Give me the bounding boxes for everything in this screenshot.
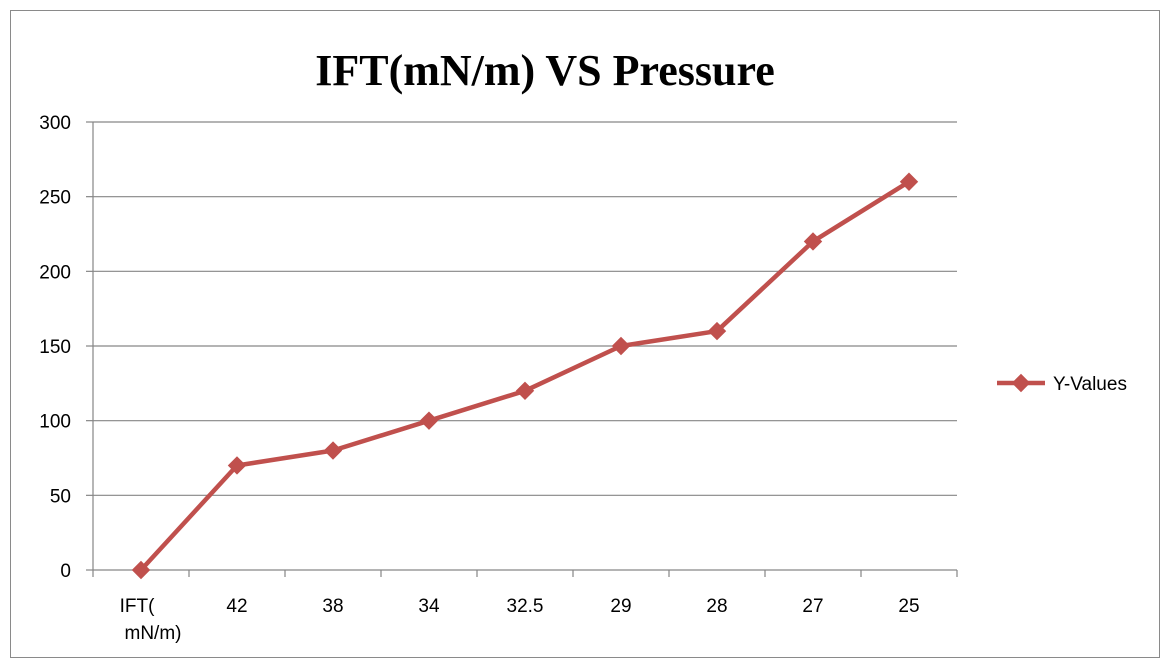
chart-frame — [10, 10, 1160, 658]
data-point — [707, 321, 727, 341]
x-tick-label: 34 — [418, 596, 440, 617]
y-axis-tick-labels: 0 50 100 150 200 250 300 — [39, 113, 71, 582]
x-tick-label: 38 — [322, 596, 343, 617]
chart-title: IFT(mN/m) VS Pressure — [315, 46, 775, 95]
legend-marker — [1011, 373, 1031, 393]
x-tick-label: 29 — [610, 596, 631, 617]
gridlines — [93, 121, 957, 496]
y-tick-label: 100 — [39, 412, 71, 433]
data-point — [803, 232, 823, 251]
data-point — [611, 336, 631, 356]
x-axis-tick-labels: IFT(mN/m) 42 38 34 32.5 29 28 27 25 — [120, 596, 920, 644]
x-tick-label: 42 — [226, 596, 247, 617]
legend: Y-Values — [997, 373, 1127, 395]
y-tick-label: 150 — [39, 337, 71, 358]
legend-label: Y-Values — [1053, 374, 1127, 395]
y-tick-label: 200 — [39, 262, 71, 283]
y-tick-label: 0 — [60, 561, 71, 582]
axes — [86, 121, 958, 577]
x-tick-label: 32.5 — [507, 596, 544, 617]
y-tick-label: 50 — [50, 486, 71, 507]
x-tick-label: 25 — [898, 596, 919, 617]
series-layer — [131, 172, 919, 580]
data-point — [419, 411, 439, 430]
data-point — [131, 560, 151, 580]
data-point — [899, 172, 919, 191]
y-tick-label: 250 — [39, 188, 71, 209]
x-tick-label: 28 — [706, 596, 727, 617]
data-point — [515, 381, 535, 401]
y-tick-label: 300 — [39, 113, 71, 134]
series-line — [139, 179, 911, 572]
data-point — [323, 441, 343, 460]
data-point — [227, 456, 247, 475]
x-tick-label: 27 — [802, 596, 823, 617]
x-tick-label: IFT(mN/m) — [120, 596, 182, 644]
